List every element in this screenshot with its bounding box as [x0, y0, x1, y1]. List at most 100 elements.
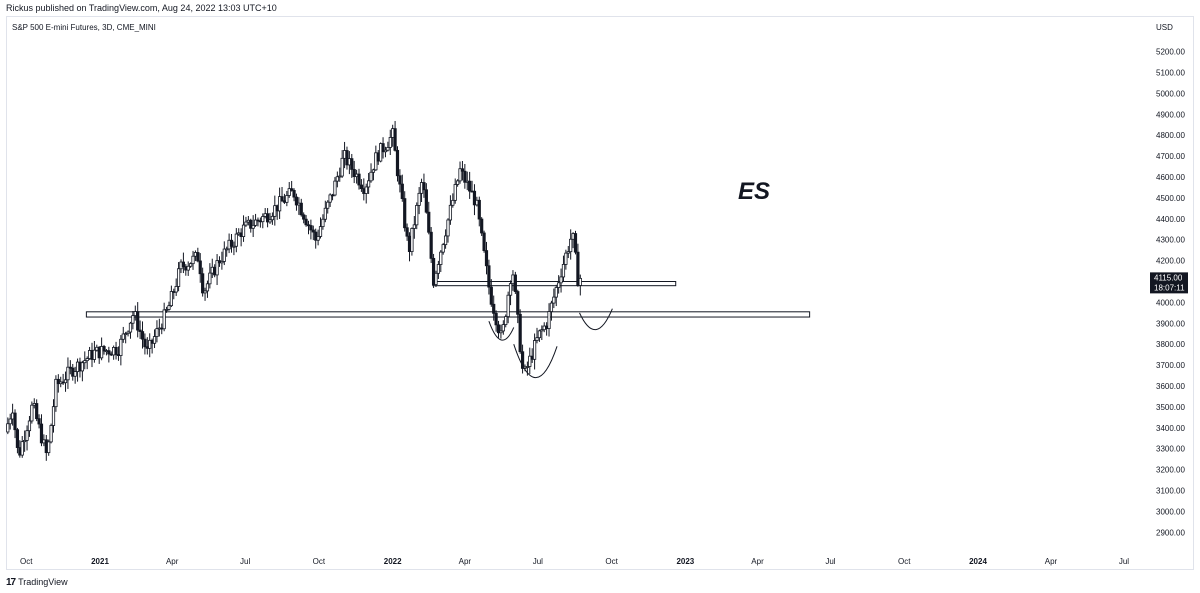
- candle-body-down: [198, 260, 202, 275]
- candle-body-up: [234, 233, 238, 247]
- candle: [152, 329, 157, 349]
- candle-body-up: [417, 192, 421, 206]
- candle: [557, 275, 561, 294]
- candle: [561, 255, 566, 282]
- candle-body-up: [318, 226, 323, 237]
- candle-body-up: [241, 224, 246, 237]
- drawings-layer: [85, 281, 811, 378]
- candle-body-up: [51, 406, 56, 426]
- candle-body-up: [126, 331, 130, 335]
- candle-body-up: [80, 362, 84, 372]
- candle-body-down: [381, 143, 385, 153]
- candle-body-up: [451, 199, 455, 206]
- candle-body-up: [63, 379, 68, 384]
- candle: [311, 225, 315, 241]
- candle: [251, 215, 255, 237]
- candle-body-up: [501, 324, 505, 332]
- candle-body-down: [405, 227, 409, 237]
- candle-body-up: [215, 260, 219, 276]
- candle: [189, 262, 193, 268]
- candle-body-up: [155, 328, 159, 337]
- support-box-upper: [432, 281, 677, 287]
- candle-body-down: [472, 190, 477, 206]
- candle-body-down: [487, 265, 491, 288]
- candle: [290, 180, 294, 192]
- right-shoulder-arc: [579, 308, 613, 331]
- time-tick-label: Jul: [533, 557, 543, 566]
- candle: [453, 178, 457, 204]
- candle-body-up: [499, 330, 503, 334]
- candle: [56, 374, 60, 393]
- candle-body-up: [557, 282, 561, 288]
- candle: [27, 415, 32, 437]
- candle-body-down: [359, 184, 364, 190]
- candle-body-up: [232, 245, 236, 248]
- candle-body-up: [434, 272, 438, 285]
- candle: [352, 160, 356, 184]
- candle: [121, 326, 125, 343]
- candle-body-down: [114, 347, 118, 355]
- candle-body-up: [525, 366, 529, 368]
- candle-body-up: [564, 252, 568, 265]
- candle-body-down: [429, 231, 433, 259]
- price-tick-label: 3600.00: [1156, 382, 1185, 391]
- price-tick-label: 3900.00: [1156, 319, 1185, 328]
- time-tick-label: Jul: [825, 557, 835, 566]
- publisher-line: Rickus published on TradingView.com, Aug…: [6, 3, 277, 13]
- candle-body-up: [386, 147, 390, 151]
- candle: [379, 142, 383, 163]
- candle: [201, 267, 205, 297]
- candle-body-down: [345, 150, 349, 166]
- candle: [477, 196, 481, 227]
- candle-body-down: [136, 311, 140, 331]
- candle-body-up: [131, 315, 135, 324]
- candle-body-up: [508, 283, 513, 296]
- candle-body-up: [8, 418, 12, 425]
- candle: [513, 271, 517, 294]
- candle-body-up: [415, 205, 419, 226]
- time-axis[interactable]: Oct 2021 Apr Jul Oct 2022 Apr Jul Oct 2023 Apr Jul O…: [20, 557, 1129, 566]
- candle-body-up: [121, 333, 125, 340]
- candle: [458, 161, 462, 184]
- price-tick-label: 4500.00: [1156, 194, 1185, 203]
- candle-body-down: [309, 225, 313, 231]
- candle-body-down: [480, 218, 484, 234]
- candle: [381, 137, 385, 159]
- time-tick-label: 2024: [969, 557, 987, 566]
- candle: [299, 198, 303, 217]
- time-tick-label: Apr: [459, 557, 472, 566]
- candle-body-up: [124, 333, 128, 336]
- candle: [564, 249, 568, 270]
- candle: [220, 251, 224, 270]
- candle: [427, 201, 431, 235]
- candle: [484, 241, 489, 275]
- candle: [309, 219, 313, 240]
- candle-body-up: [443, 235, 448, 246]
- candle-body-up: [561, 264, 566, 278]
- candle: [535, 327, 539, 344]
- candle: [431, 253, 436, 288]
- candle: [253, 213, 258, 227]
- candle-body-down: [422, 182, 426, 191]
- price-tick-label: 2900.00: [1156, 528, 1185, 537]
- price-tick-label: 3800.00: [1156, 340, 1185, 349]
- candle: [164, 306, 169, 313]
- candle: [410, 227, 414, 256]
- price-tick-label: 4000.00: [1156, 298, 1185, 307]
- candle: [102, 344, 106, 355]
- candle: [131, 311, 135, 330]
- candle: [140, 321, 145, 349]
- candle-body-down: [468, 180, 472, 192]
- candle-body-up: [316, 236, 320, 241]
- candle: [83, 351, 87, 370]
- candle: [292, 188, 296, 202]
- time-tick-label: Apr: [751, 557, 764, 566]
- candle: [302, 212, 306, 224]
- price-tick-label: 3400.00: [1156, 424, 1185, 433]
- candle-body-down: [280, 196, 284, 202]
- candle: [128, 321, 133, 339]
- candle-body-up: [128, 322, 133, 333]
- time-tick-label: 2022: [384, 557, 402, 566]
- price-tick-label: 4300.00: [1156, 236, 1185, 245]
